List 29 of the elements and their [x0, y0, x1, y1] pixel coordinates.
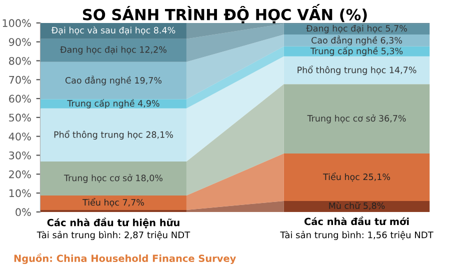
y-tick-label: 60%	[9, 94, 31, 103]
text: Nguồn: China Household Finance Survey	[14, 253, 236, 264]
chart-title: SO SÁNH TRÌNH ĐỘ HỌC VẤN (%)	[82, 4, 367, 24]
text: Cao đẳng nghề 6,3%	[312, 36, 402, 46]
y-tick-label: 80%	[9, 56, 31, 65]
y-tick-label: 100%	[2, 19, 31, 28]
y-tick-label: 50%	[9, 114, 31, 122]
y-tick-label: 40%	[8, 132, 31, 140]
y-tick-label: 10%	[9, 189, 31, 198]
text: Mù chữ 5,8%	[329, 202, 385, 210]
text: Cao đẳng nghề 19,7%	[65, 76, 162, 86]
x-tick-label: Các nhà đầu tư mới Tài sản trung bình: 1,56 triệu NDT	[280, 216, 434, 240]
x-tick-label: Các nhà đầu tư hiện hữu Tài sản trung bình: 2,87 triệu NDT	[36, 218, 190, 240]
text: Trung học cơ sở 18,0%	[64, 174, 163, 183]
text: Tiểu học 25,1%	[322, 172, 390, 182]
y-tick-label: 0%	[16, 208, 31, 216]
y-tick-label: 20%	[9, 170, 31, 178]
y-tick-label: 30%	[9, 151, 31, 160]
text: Tiểu học 7,7%	[82, 198, 144, 208]
text: Phổ thông trung học 14,7%	[298, 66, 416, 75]
text: Đang học đại học 12,2%	[60, 46, 166, 55]
text: Trung cấp nghề 5,3%	[310, 46, 403, 56]
y-tick-label: 70%	[9, 76, 31, 84]
text: Trung cấp nghề 4,9%	[67, 99, 160, 108]
text: Đang học đại học 5,7%	[306, 24, 407, 34]
text: Phổ thông trung học 28,1%	[54, 130, 173, 140]
text: Trung học cơ sở 36,7%	[307, 114, 406, 124]
text: Đại học và sau đại học 8.4%	[51, 26, 176, 35]
y-tick-label: 90%	[8, 38, 31, 46]
